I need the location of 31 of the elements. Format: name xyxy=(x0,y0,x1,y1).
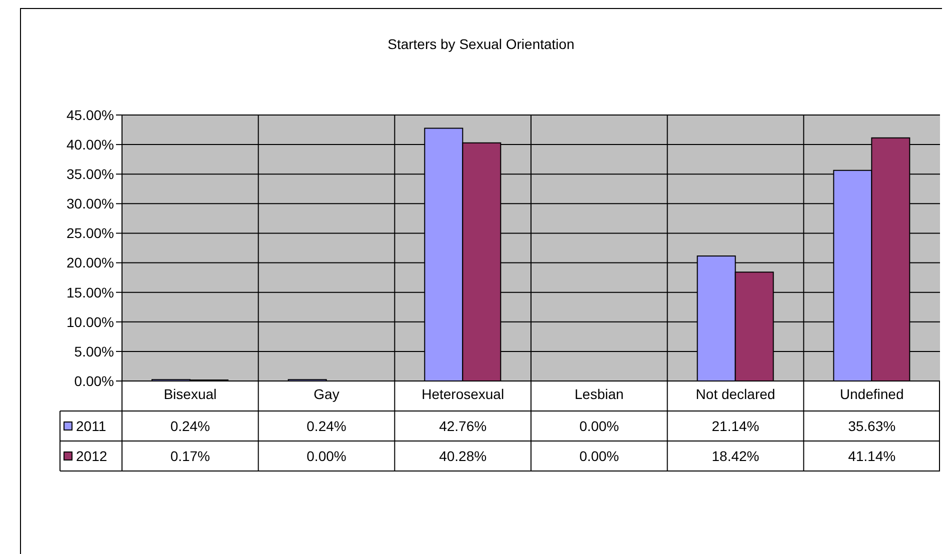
y-tick-label: 15.00% xyxy=(66,284,114,300)
x-tick-label: Lesbian xyxy=(574,386,624,402)
y-tick-label: 5.00% xyxy=(74,343,114,360)
y-tick-label: 35.00% xyxy=(66,166,114,182)
data-label: 35.63% xyxy=(848,418,896,434)
x-tick-label: Undefined xyxy=(840,386,904,402)
legend-label: 2011 xyxy=(76,418,106,434)
y-tick-label: 25.00% xyxy=(66,225,114,242)
y-tick-label: 0.00% xyxy=(74,372,114,389)
data-label: 18.42% xyxy=(712,448,760,464)
chart-title: Starters by Sexual Orientation xyxy=(386,36,576,52)
x-tick-label: Bisexual xyxy=(164,386,217,402)
data-label: 0.17% xyxy=(170,448,210,464)
legend-label: 2012 xyxy=(76,448,108,464)
data-label: 0.00% xyxy=(579,418,620,434)
data-label: 40.28% xyxy=(439,448,487,464)
x-tick-label: Gay xyxy=(314,386,340,402)
data-label: 21.14% xyxy=(712,418,760,434)
data-label: 0.00% xyxy=(306,448,346,464)
data-label: 0.24% xyxy=(170,418,210,434)
y-tick-label: 30.00% xyxy=(66,196,114,212)
y-tick-label: 40.00% xyxy=(66,136,114,153)
x-tick-label: Heterosexual xyxy=(422,386,504,402)
data-label: 41.14% xyxy=(848,448,896,464)
data-label: 0.00% xyxy=(579,448,620,464)
data-label: 42.76% xyxy=(439,418,487,434)
y-tick-label: 10.00% xyxy=(66,314,114,330)
data-label: 0.24% xyxy=(306,418,346,434)
x-tick-label: Not declared xyxy=(696,386,776,402)
y-tick-label: 20.00% xyxy=(66,254,114,271)
y-tick-label: 45.00% xyxy=(66,106,114,123)
